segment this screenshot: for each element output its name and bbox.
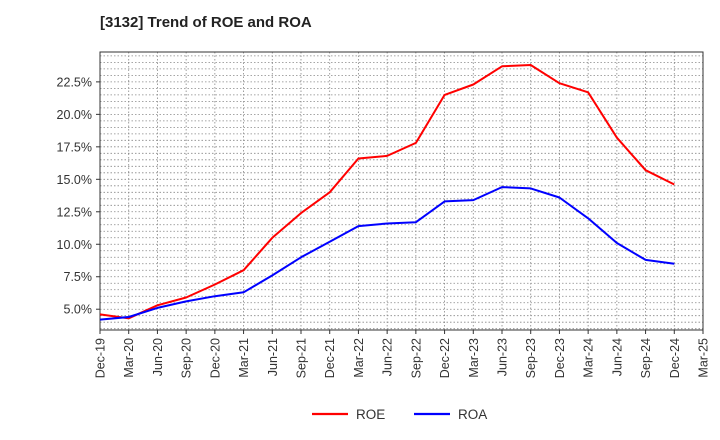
y-tick-label: 17.5% — [57, 140, 92, 154]
x-tick-label: Mar-22 — [352, 338, 366, 378]
y-tick-label: 12.5% — [57, 205, 92, 219]
x-tick-label: Mar-24 — [582, 338, 596, 378]
x-tick-label: Jun-23 — [496, 338, 510, 376]
y-axis: 5.0% 7.5% 10.0% 12.5% 15.0% 17.5% 20.0% 22.5% — [57, 75, 100, 317]
x-tick-label: Jun-20 — [151, 338, 165, 376]
series-line-roe — [99, 64, 675, 320]
y-tick-label: 5.0% — [64, 303, 93, 317]
x-tick-label: Mar-20 — [122, 338, 136, 378]
legend: ROE ROA — [312, 407, 487, 422]
series-line-roa — [99, 186, 675, 321]
x-tick-label: Dec-19 — [94, 338, 108, 378]
y-tick-label: 22.5% — [57, 75, 92, 89]
x-tick-label: Sep-22 — [409, 338, 423, 378]
x-tick-label: Sep-23 — [524, 338, 538, 378]
chart-title: [3132] Trend of ROE and ROA — [100, 14, 312, 31]
x-tick-label: Dec-21 — [323, 338, 337, 378]
y-tick-label: 20.0% — [57, 108, 92, 122]
plot-border — [99, 51, 704, 331]
x-tick-label: Sep-24 — [639, 338, 653, 378]
series-group — [99, 64, 675, 321]
x-axis: Dec-19 Mar-20 Jun-20 Sep-20 Dec-20 Mar-21 Jun-… — [94, 330, 711, 378]
x-tick-label: Dec-22 — [438, 338, 452, 378]
x-tick-label: Dec-24 — [668, 338, 682, 378]
y-tick-label: 15.0% — [57, 173, 92, 187]
x-tick-label: Dec-23 — [553, 338, 567, 378]
grid-lines — [99, 52, 704, 330]
legend-label-roe: ROE — [356, 407, 385, 422]
x-tick-label: Sep-21 — [295, 338, 309, 378]
x-tick-label: Sep-20 — [180, 338, 194, 378]
x-tick-label: Jun-24 — [610, 338, 624, 376]
legend-label-roa: ROA — [458, 407, 487, 422]
x-tick-label: Jun-22 — [381, 338, 395, 376]
plot-area — [100, 52, 703, 330]
x-tick-label: Jun-21 — [266, 338, 280, 376]
x-tick-label: Mar-23 — [467, 338, 481, 378]
x-tick-label: Mar-25 — [697, 338, 711, 378]
y-tick-label: 7.5% — [64, 270, 93, 284]
x-tick-label: Dec-20 — [208, 338, 222, 378]
x-tick-label: Mar-21 — [237, 338, 251, 378]
y-tick-label: 10.0% — [57, 238, 92, 252]
